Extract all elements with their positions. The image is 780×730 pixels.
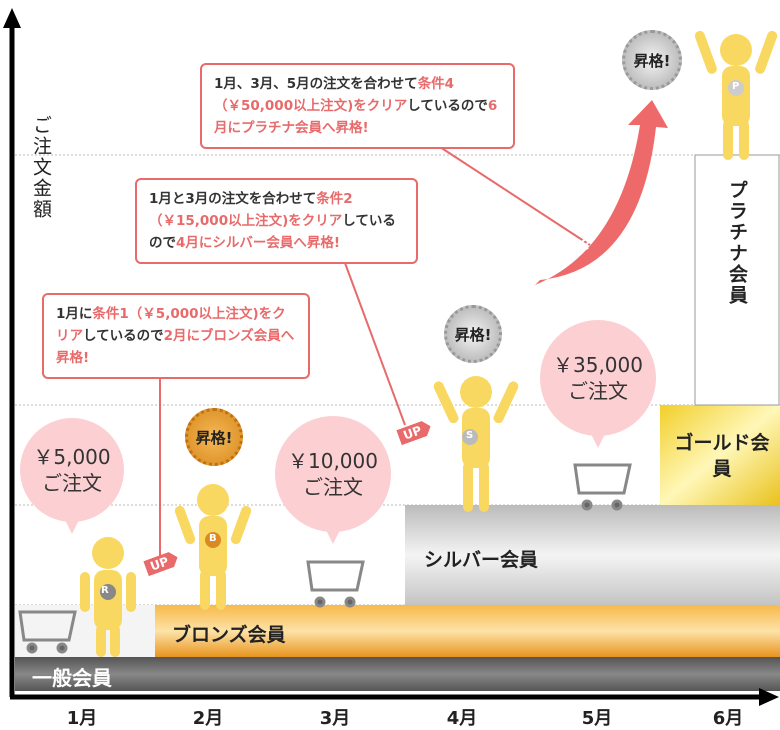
callout-text: 1月と3月の注文を合わせて xyxy=(149,191,317,207)
medal-label: S xyxy=(466,430,474,441)
callout-text: しているので xyxy=(149,213,396,251)
order-text: ご注文 xyxy=(303,475,363,499)
big-up-arrow xyxy=(535,100,668,285)
order-amount: ￥5,000 xyxy=(33,445,111,469)
gold-band xyxy=(660,405,780,505)
figure-general xyxy=(80,537,136,657)
connector-line xyxy=(439,146,591,246)
condition-callout-1: 1月に条件1（￥5,000以上注文)をクリアしているので2月にブロンズ会員へ昇格… xyxy=(42,293,310,379)
month-label: 6月 xyxy=(712,708,744,729)
tier-label-platinum: プラチナ会員 xyxy=(726,180,748,306)
month-label: 4月 xyxy=(446,708,478,729)
tier-label-gold: ゴールド会員 xyxy=(674,432,770,480)
callout-highlight: 条件4（￥50,000以上注文)をクリア xyxy=(214,76,455,114)
figure-bronze xyxy=(174,484,252,610)
figure-silver xyxy=(433,376,519,512)
callout-text: 1月、3月、5月の注文を合わせて xyxy=(214,76,418,92)
callout-highlight: 2月にブロンズ会員へ昇格! xyxy=(56,328,295,366)
silver-band xyxy=(405,505,780,605)
bronze-band xyxy=(155,605,780,657)
platinum-band xyxy=(694,154,780,406)
month-label: 1月 xyxy=(66,708,98,729)
figure-platinum xyxy=(694,30,778,160)
callout-text: しているので xyxy=(83,328,164,344)
promotion-badge: 昇格! xyxy=(622,30,682,90)
month-label: 3月 xyxy=(319,708,351,729)
condition-callout-2: 1月と3月の注文を合わせて条件2（￥15,000以上注文)をクリアしているので4… xyxy=(135,178,418,264)
y-axis-label: ご注文金額 xyxy=(30,115,52,220)
tier-label-general: 一般会員 xyxy=(32,666,112,690)
callout-highlight: 条件1（￥5,000以上注文)をクリア xyxy=(56,306,286,344)
callout-text: 1月に xyxy=(56,306,93,322)
callout-highlight: 4月にシルバー会員へ昇格! xyxy=(176,235,341,251)
tier-label-bronze: ブロンズ会員 xyxy=(172,624,286,646)
callout-highlight: 条件2（￥15,000以上注文)をクリア xyxy=(149,191,353,229)
month-label: 2月 xyxy=(192,708,224,729)
connector-line xyxy=(344,262,406,426)
medal-label: P xyxy=(732,81,740,92)
tier-label-silver: シルバー会員 xyxy=(424,549,539,571)
promotion-badge: 昇格! xyxy=(444,305,502,363)
y-axis-arrow xyxy=(3,8,21,28)
x-axis-arrow xyxy=(759,688,779,706)
general-band xyxy=(15,657,780,691)
order-bubble: ￥10,000 ご注文 xyxy=(275,416,391,544)
callout-highlight: 6月にプラチナ会員へ昇格! xyxy=(214,98,498,136)
promotion-badge: 昇格! xyxy=(185,408,243,466)
order-bubble: ￥35,000 ご注文 xyxy=(540,320,656,448)
order-bubble: ￥5,000 ご注文 xyxy=(20,418,124,534)
order-text: ご注文 xyxy=(568,379,628,403)
order-text: ご注文 xyxy=(42,471,102,495)
medal-label: B xyxy=(209,533,217,544)
order-amount: ￥10,000 xyxy=(288,449,378,473)
general-lower-band xyxy=(15,605,155,657)
medal-label: R xyxy=(101,585,109,596)
condition-callout-3: 1月、3月、5月の注文を合わせて条件4（￥50,000以上注文)をクリアしている… xyxy=(200,63,515,149)
order-amount: ￥35,000 xyxy=(553,353,643,377)
cart-icon xyxy=(18,463,632,654)
callout-text: しているので xyxy=(407,98,488,114)
month-label: 5月 xyxy=(581,708,613,729)
